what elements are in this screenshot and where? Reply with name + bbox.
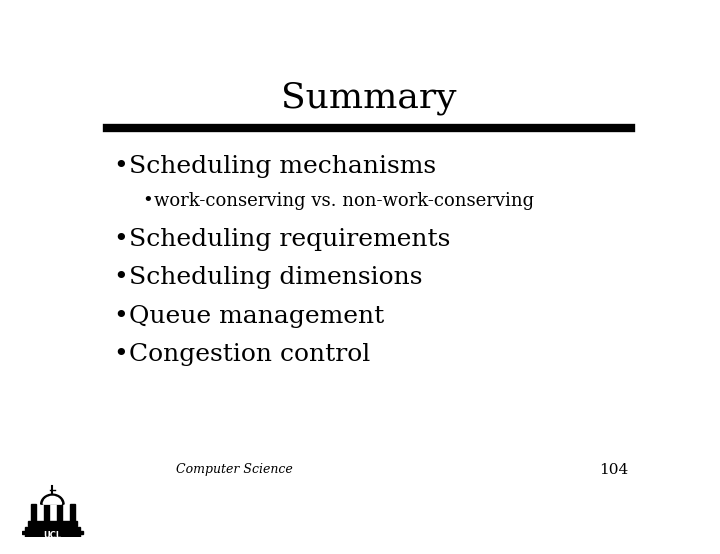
Bar: [24, 534, 80, 537]
Text: •: •: [114, 266, 128, 289]
Bar: [32, 504, 36, 524]
Bar: [45, 504, 49, 524]
Bar: [22, 531, 84, 534]
Text: work-conserving vs. non-work-conserving: work-conserving vs. non-work-conserving: [154, 192, 534, 210]
Bar: [24, 527, 80, 531]
Bar: [28, 521, 77, 526]
Text: Scheduling dimensions: Scheduling dimensions: [129, 266, 423, 289]
Text: Scheduling mechanisms: Scheduling mechanisms: [129, 155, 436, 178]
Text: Computer Science: Computer Science: [176, 463, 293, 476]
Text: Congestion control: Congestion control: [129, 343, 370, 366]
Text: Summary: Summary: [282, 81, 456, 115]
Text: •: •: [114, 305, 128, 327]
Text: •: •: [114, 343, 128, 366]
Text: •: •: [142, 192, 153, 210]
Bar: [58, 504, 62, 524]
Text: •: •: [114, 155, 128, 178]
Text: Queue management: Queue management: [129, 305, 384, 327]
Text: Scheduling requirements: Scheduling requirements: [129, 228, 451, 251]
Wedge shape: [43, 496, 61, 504]
Text: UCL: UCL: [43, 531, 61, 540]
Bar: [71, 504, 75, 524]
Text: 104: 104: [599, 463, 629, 476]
Wedge shape: [41, 494, 64, 504]
Text: •: •: [114, 228, 128, 251]
